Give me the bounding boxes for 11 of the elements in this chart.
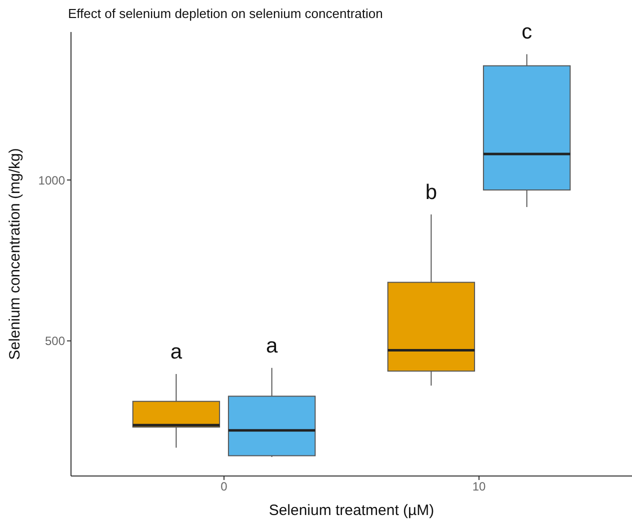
- x-tick-label: 0: [220, 480, 228, 494]
- x-tick-label: 10: [472, 480, 486, 494]
- annotation: a: [170, 340, 182, 364]
- x-axis-title: Selenium treatment (µM): [268, 502, 434, 519]
- chart-title: Effect of selenium depletion on selenium concentration: [68, 6, 383, 21]
- annotation: c: [522, 20, 532, 44]
- y-tick-label: 1000: [38, 173, 66, 188]
- annotation: b: [425, 180, 438, 204]
- y-tick-label: 500: [44, 334, 66, 348]
- y-axis-title: Selenium concentration (mg/kg): [6, 148, 24, 360]
- annotation: a: [266, 334, 278, 358]
